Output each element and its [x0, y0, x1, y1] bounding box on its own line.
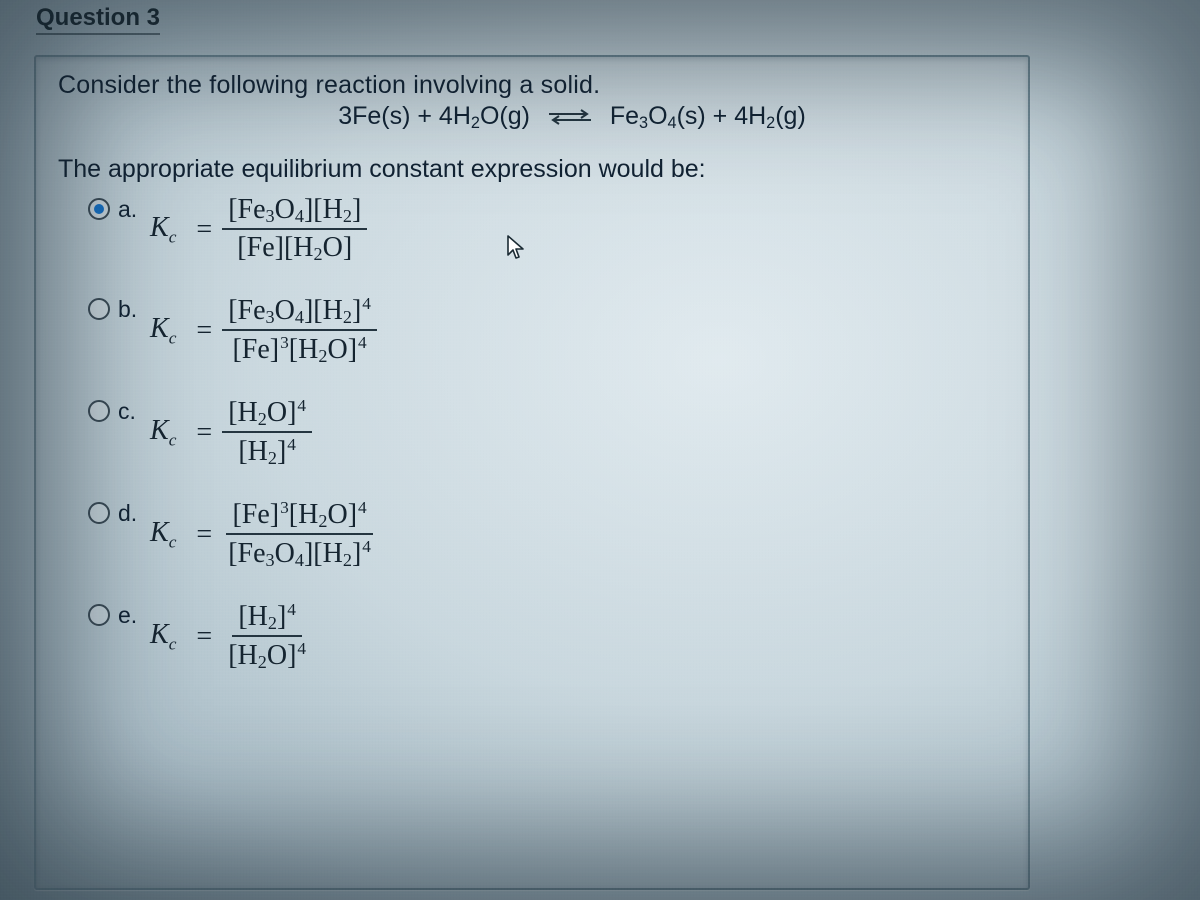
option-d-expression: Kc= [Fe]3[H2O]4 [Fe3O4][H2]4: [150, 498, 377, 572]
option-d[interactable]: d. Kc= [Fe]3[H2O]4 [Fe3O4][H2]4: [88, 498, 1006, 572]
radio-e[interactable]: [88, 604, 110, 626]
options-group: a. Kc= [Fe3O4][H2] [Fe][H2O] b. Kc= [Fe3…: [88, 194, 1006, 674]
question-prompt: The appropriate equilibrium constant exp…: [58, 155, 1006, 184]
radio-c[interactable]: [88, 400, 110, 422]
option-label: b.: [118, 296, 150, 323]
option-a-expression: Kc= [Fe3O4][H2] [Fe][H2O]: [150, 194, 367, 266]
option-a[interactable]: a. Kc= [Fe3O4][H2] [Fe][H2O]: [88, 194, 1006, 266]
radio-d[interactable]: [88, 502, 110, 524]
option-c-expression: Kc= [H2O]4 [H2]4: [150, 396, 312, 470]
option-b[interactable]: b. Kc= [Fe3O4][H2]4 [Fe]3[H2O]4: [88, 294, 1006, 368]
option-label: c.: [118, 398, 150, 425]
question-header: Question 3: [36, 4, 160, 35]
question-card: Consider the following reaction involvin…: [34, 55, 1030, 890]
option-c[interactable]: c. Kc= [H2O]4 [H2]4: [88, 396, 1006, 470]
option-b-expression: Kc= [Fe3O4][H2]4 [Fe]3[H2O]4: [150, 294, 377, 368]
stem-line-1: Consider the following reaction involvin…: [58, 71, 1006, 100]
option-label: e.: [118, 602, 150, 629]
option-e[interactable]: e. Kc= [H2]4 [H2O]4: [88, 600, 1006, 674]
option-label: a.: [118, 196, 150, 223]
reaction-equation: 3Fe(s) + 4H2O(g) Fe3O4(s) + 4H2(g): [138, 102, 1006, 133]
option-label: d.: [118, 500, 150, 527]
radio-b[interactable]: [88, 298, 110, 320]
equilibrium-arrow-icon: [547, 103, 593, 132]
option-e-expression: Kc= [H2]4 [H2O]4: [150, 600, 312, 674]
radio-a[interactable]: [88, 198, 110, 220]
